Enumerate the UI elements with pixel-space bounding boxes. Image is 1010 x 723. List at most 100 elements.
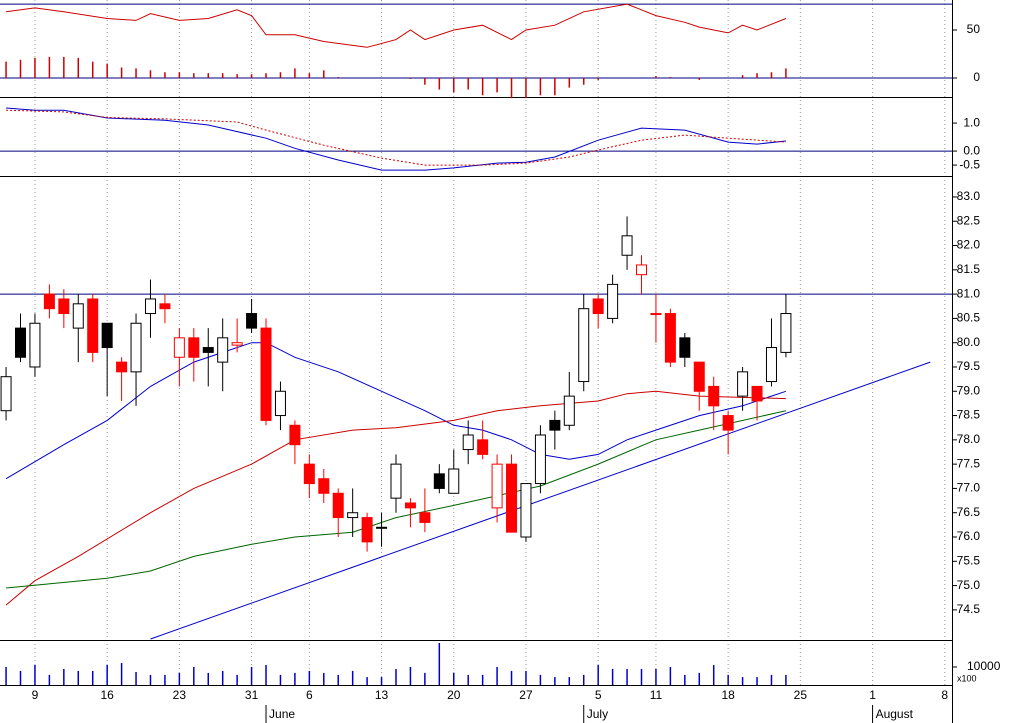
y-tick-label: 76.5 [957, 505, 981, 519]
candle-body [347, 512, 359, 519]
candle-body [693, 361, 705, 392]
month-label: July [587, 707, 608, 721]
x-tick-label: 9 [32, 688, 39, 702]
candle-body [58, 298, 70, 315]
candle-body [130, 322, 142, 373]
candle-body [578, 308, 590, 383]
candle-body [477, 439, 489, 455]
y-tick-label: 77.0 [957, 481, 981, 495]
candle-body [636, 264, 648, 276]
candle-body [260, 327, 272, 421]
candle-body [318, 478, 330, 494]
y-tick-label: -0.5 [959, 157, 980, 171]
y-tick-label: 1.0 [963, 115, 980, 129]
candle-body [144, 298, 156, 315]
y-tick-label: 78.0 [957, 432, 981, 446]
indicator-line [6, 107, 786, 171]
y-tick-label: 80.5 [957, 311, 981, 325]
candle-body [332, 492, 344, 519]
y-tick-label: 80.0 [957, 335, 981, 349]
y-tick-label: 76.0 [957, 529, 981, 543]
candle-body [274, 390, 286, 417]
indicator-line [5, 390, 786, 606]
x-tick-label: 16 [100, 688, 114, 702]
candle-body [246, 313, 258, 329]
candle-body [43, 293, 55, 310]
candle-body [419, 512, 431, 523]
candle-body [404, 502, 416, 509]
candle-body [780, 313, 792, 353]
candle-body [491, 463, 503, 509]
y-tick-label: 75.0 [957, 578, 981, 592]
candle-body [737, 371, 749, 397]
candle-body [15, 327, 27, 358]
candle-body [72, 303, 84, 329]
candle-body [390, 463, 402, 499]
y-tick-label: 75.5 [957, 553, 981, 567]
month-label: June [269, 707, 295, 721]
candle-body [708, 385, 720, 407]
y-tick-label: 78.5 [957, 408, 981, 422]
candle-body [289, 424, 301, 446]
candle-body [563, 395, 575, 426]
candle-body [592, 298, 604, 315]
candle-body [607, 283, 619, 319]
y-tick-label: 81.5 [957, 262, 981, 276]
x-tick-label: 8 [941, 688, 948, 702]
candle-body [376, 526, 388, 529]
candle-body [534, 434, 546, 485]
candle-body [303, 463, 315, 485]
candle-body [217, 337, 229, 363]
axis-unit-label: x100 [957, 673, 977, 683]
candle-body [173, 337, 185, 358]
y-tick-label: 74.5 [957, 602, 981, 616]
candle-body [87, 298, 99, 353]
candle-body [433, 473, 445, 489]
indicator-line [150, 361, 931, 640]
candle-body [679, 337, 691, 358]
candle-body [549, 419, 561, 431]
candle-body [448, 468, 460, 494]
x-tick-label: 13 [375, 688, 389, 702]
x-tick-label: 23 [173, 688, 187, 702]
x-tick-label: 5 [595, 688, 602, 702]
y-tick-label: 0.0 [963, 143, 980, 157]
candle-body [188, 337, 200, 358]
x-tick-label: 6 [306, 688, 313, 702]
x-tick-label: 25 [794, 688, 808, 702]
x-tick-label: 1 [869, 688, 876, 702]
y-tick-label: 83.0 [957, 189, 981, 203]
candle-body [361, 517, 373, 543]
y-tick-label: 79.0 [957, 383, 981, 397]
candle-body [159, 303, 171, 310]
indicator-line [5, 342, 787, 480]
y-tick-label: 82.0 [957, 238, 981, 252]
y-tick-label: 0 [973, 70, 980, 84]
month-label: August [876, 707, 914, 721]
x-tick-label: 18 [721, 688, 735, 702]
candle-body [0, 376, 12, 412]
candle-body [751, 385, 763, 402]
candle-body [765, 347, 777, 383]
candle-body [664, 313, 676, 363]
x-tick-label: 20 [447, 688, 461, 702]
y-tick-label: 79.5 [957, 359, 981, 373]
y-tick-label: 81.0 [957, 286, 981, 300]
y-tick-label: 77.5 [957, 456, 981, 470]
candle-body [116, 361, 128, 373]
x-tick-label: 27 [519, 688, 533, 702]
candle-body [462, 434, 474, 451]
candle-body [520, 483, 532, 538]
candle-body [650, 313, 662, 316]
y-tick-label: 82.5 [957, 213, 981, 227]
candle-body [621, 235, 633, 256]
candle-body [722, 415, 734, 431]
x-tick-label: 31 [245, 688, 259, 702]
y-tick-label: 10000 [967, 659, 1001, 673]
candle-body [29, 322, 41, 368]
x-tick-label: 11 [650, 688, 663, 702]
indicator-line [6, 3, 787, 48]
y-tick-label: 50 [967, 22, 981, 36]
